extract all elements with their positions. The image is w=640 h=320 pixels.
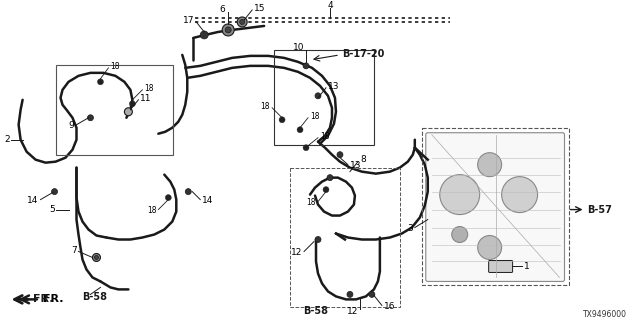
Bar xyxy=(290,168,400,308)
Text: 12: 12 xyxy=(291,248,302,257)
Bar xyxy=(422,128,570,285)
Circle shape xyxy=(225,27,231,33)
Text: 11: 11 xyxy=(140,94,152,103)
Text: FR.: FR. xyxy=(33,294,53,304)
Circle shape xyxy=(92,253,100,261)
Text: 2: 2 xyxy=(4,135,10,144)
Circle shape xyxy=(52,188,58,195)
Text: B-17-20: B-17-20 xyxy=(342,49,385,59)
Text: 13: 13 xyxy=(328,82,339,91)
Text: 10: 10 xyxy=(292,44,304,52)
Text: 12: 12 xyxy=(346,307,358,316)
Text: 13: 13 xyxy=(350,161,362,170)
Text: 3: 3 xyxy=(407,224,413,233)
Circle shape xyxy=(239,20,244,24)
Circle shape xyxy=(129,101,136,107)
Bar xyxy=(274,50,374,145)
Text: TX9496000: TX9496000 xyxy=(584,310,627,319)
Circle shape xyxy=(337,152,343,158)
Text: 17: 17 xyxy=(183,16,195,26)
Circle shape xyxy=(200,31,208,39)
Circle shape xyxy=(279,117,285,123)
Circle shape xyxy=(477,153,502,177)
Circle shape xyxy=(165,195,172,201)
Text: B-57: B-57 xyxy=(588,204,612,215)
Circle shape xyxy=(347,292,353,297)
Circle shape xyxy=(88,115,93,121)
Text: 18: 18 xyxy=(147,206,156,215)
FancyBboxPatch shape xyxy=(489,260,513,272)
Circle shape xyxy=(315,93,321,99)
Text: 4: 4 xyxy=(327,2,333,11)
Circle shape xyxy=(452,227,468,243)
Text: FR.: FR. xyxy=(21,294,63,304)
FancyBboxPatch shape xyxy=(426,133,564,281)
Text: 8: 8 xyxy=(360,155,365,164)
Text: 5: 5 xyxy=(49,205,54,214)
Circle shape xyxy=(97,79,104,85)
Text: 14: 14 xyxy=(202,196,214,205)
Text: B-58: B-58 xyxy=(303,306,328,316)
Text: 6: 6 xyxy=(220,5,225,14)
Text: 18: 18 xyxy=(260,102,270,111)
Circle shape xyxy=(369,292,375,297)
Text: 14: 14 xyxy=(27,196,38,205)
Text: 18: 18 xyxy=(111,62,120,71)
Circle shape xyxy=(95,255,99,260)
Text: 15: 15 xyxy=(254,4,266,13)
Text: 7: 7 xyxy=(71,246,77,255)
Circle shape xyxy=(502,177,538,212)
Text: 18: 18 xyxy=(320,132,330,141)
Circle shape xyxy=(477,236,502,260)
Text: 18: 18 xyxy=(145,84,154,93)
Circle shape xyxy=(297,127,303,133)
Circle shape xyxy=(124,108,132,116)
Text: 1: 1 xyxy=(524,262,529,271)
Circle shape xyxy=(323,187,329,193)
Circle shape xyxy=(237,17,247,27)
Circle shape xyxy=(185,188,191,195)
Circle shape xyxy=(222,24,234,36)
Text: 18: 18 xyxy=(307,198,316,207)
Text: 18: 18 xyxy=(310,112,319,121)
Circle shape xyxy=(327,175,333,180)
Circle shape xyxy=(303,63,309,69)
Circle shape xyxy=(440,175,479,215)
Circle shape xyxy=(303,145,309,151)
Circle shape xyxy=(315,236,321,243)
Text: 16: 16 xyxy=(384,302,396,311)
Text: 9: 9 xyxy=(68,121,74,130)
Bar xyxy=(56,65,173,155)
Text: B-58: B-58 xyxy=(83,292,108,302)
